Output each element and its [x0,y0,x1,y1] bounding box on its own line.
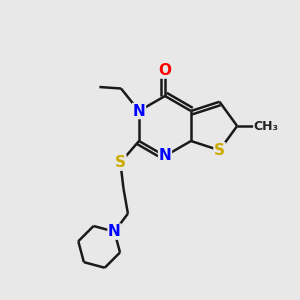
Text: S: S [115,155,126,170]
Text: S: S [214,143,225,158]
Text: N: N [159,148,171,164]
Text: CH₃: CH₃ [254,119,279,133]
Text: N: N [108,224,121,239]
Text: O: O [158,63,172,78]
Text: N: N [133,103,146,118]
